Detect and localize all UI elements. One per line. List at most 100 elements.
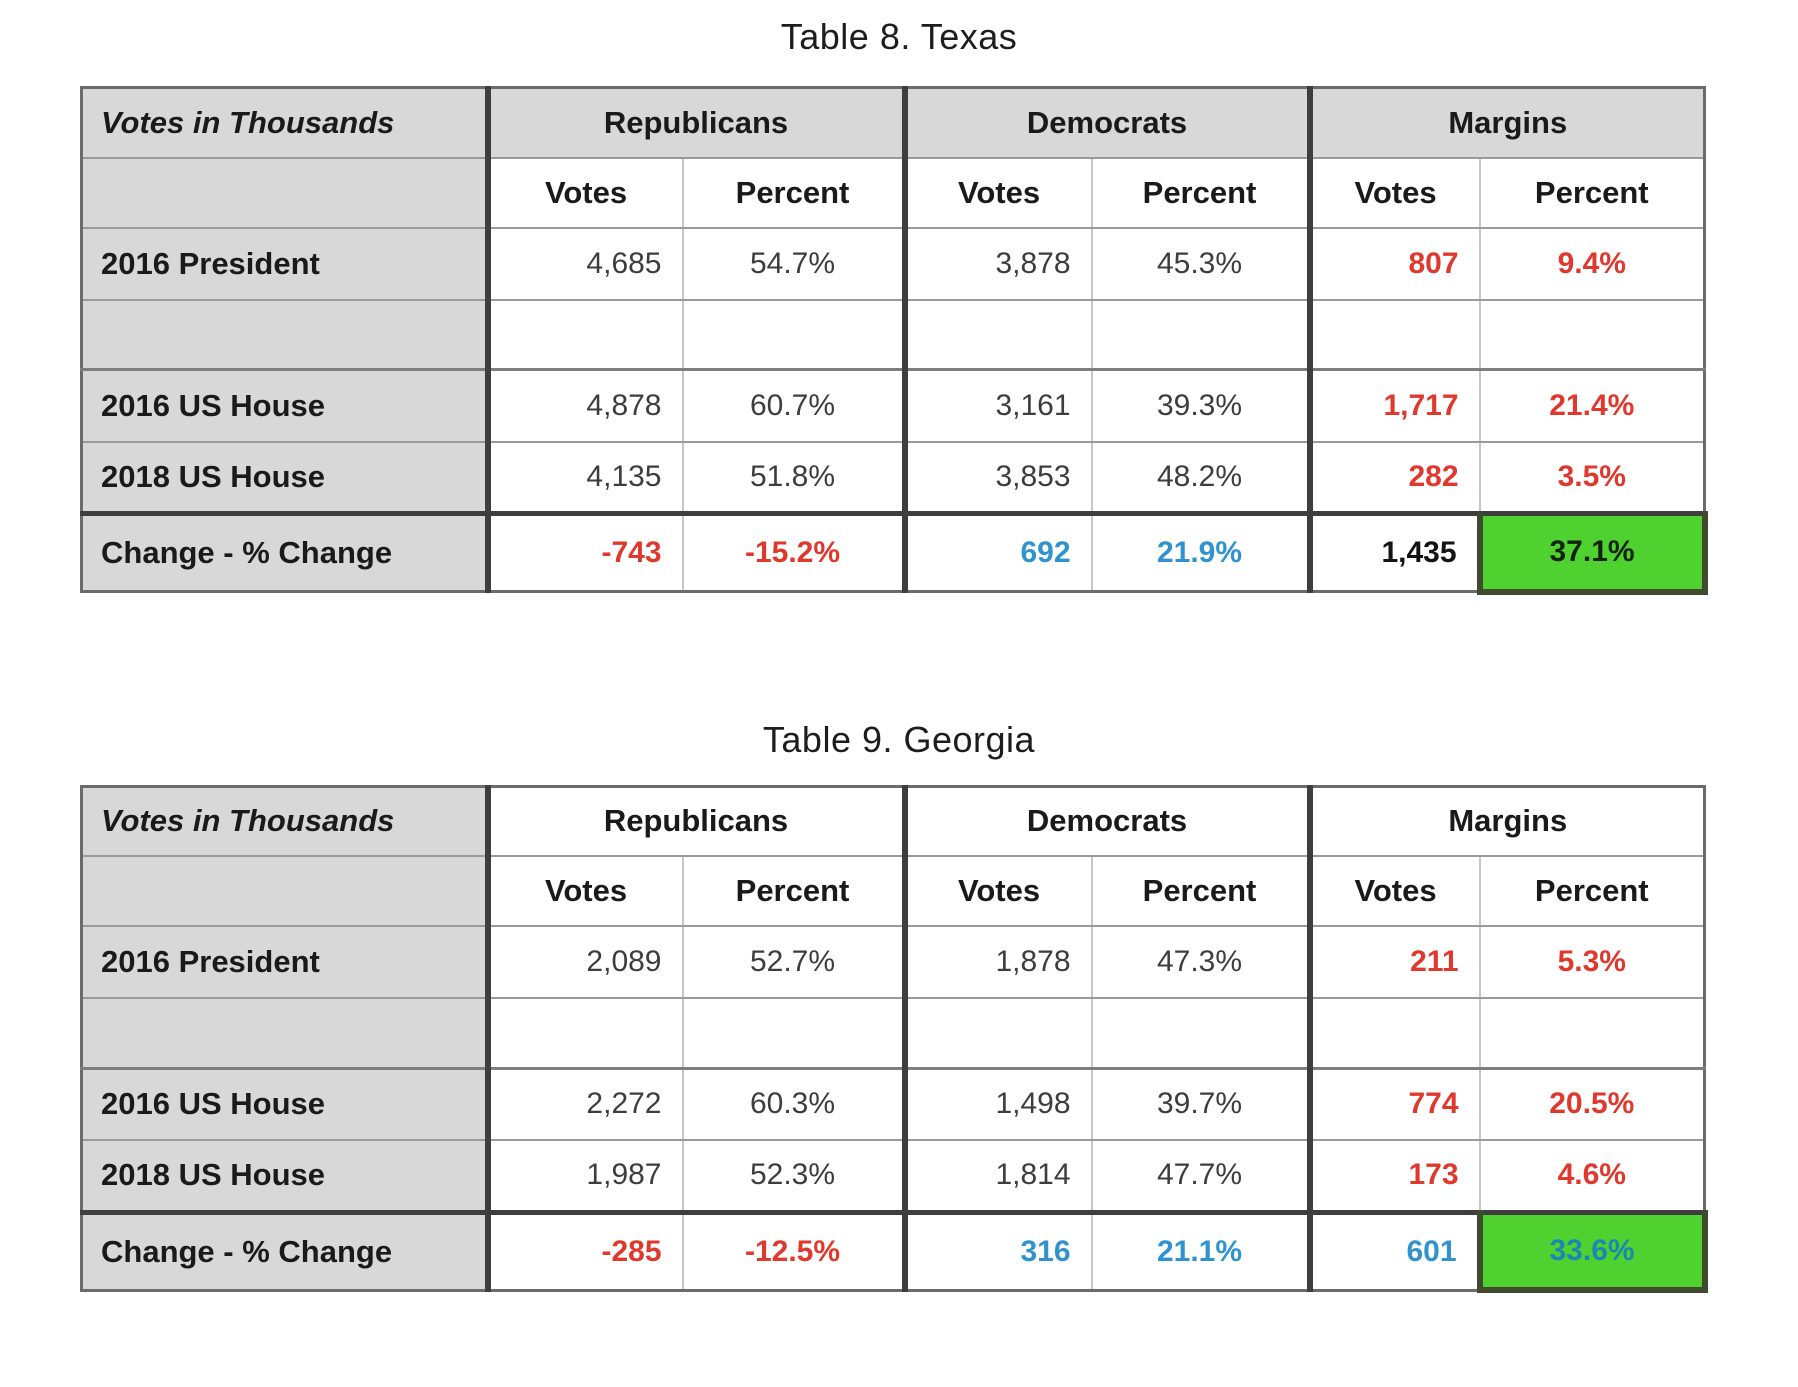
table-row	[80, 298, 1706, 371]
data-cell: 211	[1306, 925, 1481, 999]
data-cell	[484, 997, 684, 1069]
table-row	[80, 997, 1706, 1069]
data-cell: 21.4%	[1478, 368, 1706, 443]
table-row: Change - % Change -285 -12.5% 316 21.1% 601 33…	[80, 1209, 1708, 1293]
table-row: 2016 President 4,685 54.7% 3,878 45.3% 807 9.4…	[80, 226, 1706, 301]
data-cell: 692	[901, 511, 1093, 593]
row-label-cell: 2018 US House	[80, 1139, 489, 1213]
table-row: 2016 US House 2,272 60.3% 1,498 39.7% 774 20.5…	[80, 1066, 1706, 1141]
data-cell: 33.6%	[1476, 1209, 1708, 1293]
data-cell: 3.5%	[1478, 440, 1706, 515]
data-cell: 39.7%	[1090, 1066, 1311, 1141]
data-cell: 1,878	[901, 925, 1093, 999]
table-texas-body: 2016 President 4,685 54.7% 3,878 45.3% 807 9.4…	[80, 226, 1708, 595]
data-cell: 774	[1306, 1066, 1481, 1141]
row-label-cell: 2016 US House	[80, 1066, 489, 1141]
table-georgia: Votes in Thousands Republicans Democrats Ma…	[80, 784, 1708, 1293]
subheader-cell: Percent	[681, 855, 906, 927]
group-header-republicans: Republicans	[484, 785, 906, 857]
data-cell	[901, 997, 1093, 1069]
header-row: Votes in Thousands Republicans Democrats Ma…	[80, 86, 1706, 159]
subheader-cell: Percent	[1478, 855, 1706, 927]
table-texas-head: Votes in Thousands Republicans Democrats Ma…	[80, 86, 1706, 229]
data-cell: 21.1%	[1090, 1209, 1311, 1291]
corner-label-cell: Votes in Thousands	[80, 785, 489, 857]
data-cell: 9.4%	[1478, 226, 1706, 301]
table-row: 2016 President 2,089 52.7% 1,878 47.3% 211 5.3…	[80, 925, 1706, 999]
data-cell: 20.5%	[1478, 1066, 1706, 1141]
table-texas: Votes in Thousands Republicans Democrats Ma…	[80, 86, 1708, 595]
data-cell: 173	[1306, 1139, 1481, 1213]
data-cell	[681, 997, 906, 1069]
data-cell: 807	[1306, 226, 1481, 301]
data-cell: -743	[484, 511, 684, 593]
data-cell	[681, 298, 906, 371]
data-cell: 2,089	[484, 925, 684, 999]
table-texas-title: Table 8. Texas	[780, 16, 1018, 57]
data-cell: 1,987	[484, 1139, 684, 1213]
data-cell	[1478, 298, 1706, 371]
header-row: Votes in Thousands Republicans Democrats Ma…	[80, 785, 1706, 857]
data-cell: 3,853	[901, 440, 1093, 515]
data-cell: -12.5%	[681, 1209, 906, 1291]
row-label-cell: Change - % Change	[80, 1209, 489, 1291]
data-cell: 45.3%	[1090, 226, 1311, 301]
subheader-cell: Votes	[901, 855, 1093, 927]
data-cell: 47.3%	[1090, 925, 1311, 999]
row-label-cell: Change - % Change	[80, 511, 489, 593]
data-cell: 1,435	[1306, 511, 1481, 593]
data-cell: 60.3%	[681, 1066, 906, 1141]
data-cell: 4,685	[484, 226, 684, 301]
data-cell: 52.3%	[681, 1139, 906, 1213]
data-cell	[1306, 997, 1481, 1069]
table-georgia-title: Table 9. Georgia	[762, 718, 1036, 760]
subheader-cell: Votes	[1306, 855, 1481, 927]
subheader-cell: Percent	[1090, 855, 1311, 927]
data-cell: 37.1%	[1476, 511, 1708, 595]
data-cell	[901, 298, 1093, 371]
data-cell: 601	[1306, 1209, 1481, 1291]
table-row: Change - % Change -743 -15.2% 692 21.9% 1,435…	[80, 511, 1708, 595]
data-cell	[1090, 298, 1311, 371]
subheader-cell: Votes	[901, 156, 1093, 229]
subheader-corner-cell	[80, 156, 489, 229]
data-cell: 48.2%	[1090, 440, 1311, 515]
row-label-cell: 2016 President	[80, 226, 489, 301]
group-header-margins: Margins	[1306, 785, 1706, 857]
row-label-cell: 2018 US House	[80, 440, 489, 515]
page: Table 8. Texas Votes in Thousands Republi…	[0, 16, 1798, 1293]
data-cell: 39.3%	[1090, 368, 1311, 443]
subheader-cell: Percent	[1090, 156, 1311, 229]
data-cell: 21.9%	[1090, 511, 1311, 593]
group-header-democrats: Democrats	[901, 86, 1311, 159]
subheader-cell: Votes	[484, 156, 684, 229]
data-cell: 52.7%	[681, 925, 906, 999]
data-cell: 4.6%	[1478, 1139, 1706, 1213]
row-label-cell	[80, 997, 489, 1069]
data-cell: 1,814	[901, 1139, 1093, 1213]
table-georgia-section: Table 9. Georgia Votes in Thousands Repub…	[0, 718, 1798, 1293]
data-cell: 1,717	[1306, 368, 1481, 443]
data-cell: 2,272	[484, 1066, 684, 1141]
group-header-republicans: Republicans	[484, 86, 906, 159]
data-cell: 5.3%	[1478, 925, 1706, 999]
data-cell: -285	[484, 1209, 684, 1291]
subheader-cell: Percent	[681, 156, 906, 229]
row-label-cell: 2016 US House	[80, 368, 489, 443]
subheader-corner-cell	[80, 855, 489, 927]
data-cell: -15.2%	[681, 511, 906, 593]
data-cell: 282	[1306, 440, 1481, 515]
data-cell	[1306, 298, 1481, 371]
table-row: 2018 US House 1,987 52.3% 1,814 47.7% 173 4.6%	[80, 1139, 1706, 1213]
group-header-democrats: Democrats	[901, 785, 1311, 857]
group-header-margins: Margins	[1306, 86, 1706, 159]
data-cell: 3,878	[901, 226, 1093, 301]
table-row: 2018 US House 4,135 51.8% 3,853 48.2% 282 3.5%	[80, 440, 1706, 515]
subheader-cell: Votes	[1306, 156, 1481, 229]
subheader-cell: Votes	[484, 855, 684, 927]
row-label-cell: 2016 President	[80, 925, 489, 999]
table-georgia-head: Votes in Thousands Republicans Democrats Ma…	[80, 785, 1706, 927]
data-cell	[1090, 997, 1311, 1069]
table-georgia-body: 2016 President 2,089 52.7% 1,878 47.3% 211 5.3…	[80, 925, 1708, 1293]
data-cell: 4,135	[484, 440, 684, 515]
